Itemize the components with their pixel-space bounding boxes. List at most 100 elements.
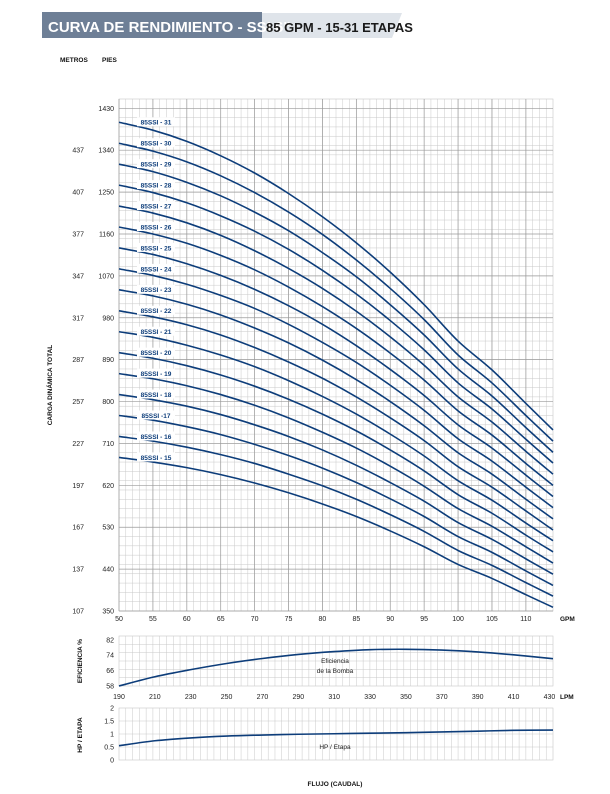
pump-curve-29 (118, 163, 554, 453)
pump-curve-21 (118, 330, 554, 542)
y-tick-label-metros: 347 (72, 273, 84, 280)
x-tick-label-gpm: 95 (420, 616, 428, 623)
x-tick-label-lpm: 230 (185, 694, 197, 701)
x-unit-lpm: LPM (560, 694, 574, 701)
hp-y-tick-label: 2 (110, 706, 114, 713)
header-graphic: CURVA DE RENDIMIENTO - SSI 6" 85 GPM - 1… (42, 12, 413, 38)
eff-y-tick-label: 74 (106, 653, 114, 660)
y-tick-label-metros: 137 (72, 567, 84, 574)
curve-label-bg (137, 222, 175, 231)
curve-label-bg (137, 201, 175, 211)
curve-label-bg (137, 305, 175, 315)
curve-label-19: 85SSI - 19 (141, 371, 172, 378)
pump-curve-28 (118, 184, 554, 464)
x-tick-label-lpm: 390 (472, 694, 484, 701)
curve-label-bg (137, 368, 175, 378)
curve-label-bg (137, 452, 175, 462)
curve-label-31: 85SSI - 31 (141, 120, 172, 127)
curve-label-bg (137, 180, 175, 190)
x-tick-label-gpm: 90 (386, 616, 394, 623)
y-tick-label-metros: 287 (72, 357, 84, 364)
hp-y-tick-label: 1.5 (104, 719, 114, 726)
pump-curve-15 (118, 456, 554, 609)
x-tick-label-lpm: 350 (400, 694, 412, 701)
curve-label-22: 85SSI - 22 (141, 308, 172, 315)
curve-label-bg (137, 117, 175, 127)
y-header-pies: PIES (102, 57, 117, 64)
x-tick-label-gpm: 100 (452, 616, 464, 623)
subtitle-band (262, 13, 402, 38)
x-tick-label-gpm: 75 (285, 616, 293, 623)
curve-label-bg (137, 431, 175, 441)
pump-curve-17 (118, 414, 554, 587)
curve-label-27: 85SSI - 27 (141, 203, 172, 210)
eff-y-tick-label: 58 (106, 684, 114, 691)
curve-label-21: 85SSI - 21 (141, 329, 172, 336)
pump-curve-30 (118, 142, 554, 442)
x-tick-label-lpm: 270 (257, 694, 269, 701)
pump-curve-23 (118, 289, 554, 520)
page-subtitle: 85 GPM - 15-31 ETAPAS (266, 20, 413, 35)
hp-y-tick-label: 0.5 (104, 745, 114, 752)
curve-label-bg (137, 284, 175, 294)
x-tick-label-lpm: 430 (544, 694, 556, 701)
y-tick-label-metros: 167 (72, 525, 84, 532)
x-tick-label-lpm: 210 (149, 694, 161, 701)
x-tick-label-lpm: 290 (292, 694, 304, 701)
header-banner: CURVA DE RENDIMIENTO - SSI 6" 85 GPM - 1… (0, 0, 610, 44)
curve-label-18: 85SSI - 18 (141, 392, 172, 399)
curve-label-bg (137, 138, 175, 148)
x-tick-label-lpm: 250 (221, 694, 233, 701)
curve-label-bg (137, 389, 175, 399)
hp-y-tick-label: 0 (110, 758, 114, 765)
x-tick-label-gpm: 80 (319, 616, 327, 623)
y-tick-label-metros: 257 (72, 399, 84, 406)
y-tick-label-pies: 620 (102, 483, 114, 490)
y-tick-label-metros: 437 (72, 148, 84, 155)
y-tick-label-pies: 1250 (98, 190, 114, 197)
pump-curve-27 (118, 205, 554, 475)
y-tick-label-pies: 1430 (98, 106, 114, 113)
y-tick-label-metros: 407 (72, 190, 84, 197)
y-tick-label-metros: 227 (72, 441, 84, 448)
pump-curve-18 (118, 393, 554, 575)
curve-label-30: 85SSI - 30 (141, 141, 172, 148)
pump-curve-24 (118, 268, 554, 509)
curve-label-25: 85SSI - 25 (141, 245, 172, 252)
pump-curve-19 (118, 372, 554, 564)
hp-curve (118, 729, 554, 747)
curve-label-28: 85SSI - 28 (141, 183, 172, 190)
flow-axis-label: FLUJO (CAUDAL) (308, 781, 363, 788)
efficiency-annotation-line2: de la Bomba (317, 668, 354, 675)
pump-curve-31 (118, 121, 554, 431)
x-unit-gpm: GPM (560, 616, 575, 623)
x-tick-label-gpm: 85 (352, 616, 360, 623)
x-tick-label-lpm: 330 (364, 694, 376, 701)
x-tick-label-lpm: 190 (113, 694, 125, 701)
pump-curve-16 (118, 435, 554, 597)
y-axis-label: CARGA DINÁMICA TOTAL (45, 345, 54, 426)
pump-curve-26 (118, 226, 554, 486)
x-tick-label-lpm: 410 (508, 694, 520, 701)
curve-label-bg (137, 242, 175, 252)
x-tick-label-lpm: 310 (328, 694, 340, 701)
curve-label-bg (137, 410, 175, 420)
x-tick-label-gpm: 110 (520, 616, 531, 623)
eff-axis-label: EFICIENCIA % (77, 639, 84, 683)
y-tick-label-pies: 1160 (99, 231, 114, 238)
curve-label-bg (137, 347, 175, 357)
y-tick-label-pies: 710 (102, 441, 114, 448)
curve-label-29: 85SSI - 29 (141, 162, 172, 169)
pump-curve-22 (118, 309, 554, 531)
title-band (42, 12, 262, 38)
eff-y-tick-label: 66 (106, 668, 114, 675)
y-tick-label-metros: 107 (72, 609, 84, 616)
curve-label-23: 85SSI - 23 (141, 287, 172, 294)
efficiency-curve (118, 648, 554, 687)
y-tick-label-metros: 317 (72, 315, 84, 322)
x-tick-label-lpm: 370 (436, 694, 448, 701)
y-header-metros: METROS (60, 57, 88, 64)
y-tick-label-pies: 440 (102, 567, 114, 574)
page-title: CURVA DE RENDIMIENTO - SSI 6" (48, 19, 290, 36)
curve-label-bg (137, 263, 175, 273)
